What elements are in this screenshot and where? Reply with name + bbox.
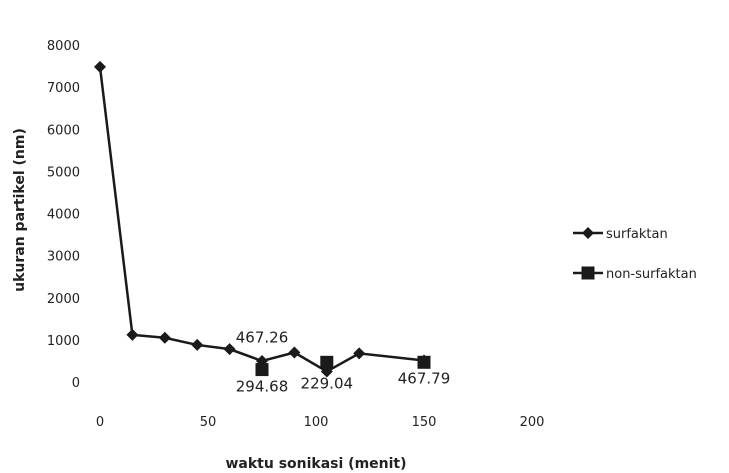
legend-label: non-surfaktan [606, 267, 697, 282]
y-axis-title: ukuran partikel (nm) [12, 128, 28, 292]
y-tick-label: 8000 [47, 39, 80, 54]
data-label: 467.26 [236, 328, 289, 346]
series-non-surfaktan [255, 355, 431, 377]
y-tick-label: 5000 [47, 165, 80, 180]
y-tick-label: 3000 [47, 250, 80, 265]
data-label: 229.04 [301, 374, 354, 392]
x-tick-label: 200 [520, 415, 545, 430]
y-tick-label: 4000 [47, 208, 80, 223]
y-tick-label: 1000 [47, 334, 80, 349]
data-labels: 467.26 294.68 229.04 467.79 [236, 328, 451, 395]
data-label: 294.68 [236, 378, 289, 396]
legend-item-surfaktan: surfaktan [573, 227, 668, 242]
legend-item-non-surfaktan: non-surfaktan [573, 266, 697, 282]
x-tick-label: 150 [412, 415, 437, 430]
data-point-surfaktan [158, 331, 171, 344]
x-axis-title: waktu sonikasi (menit) [225, 456, 406, 472]
legend: surfaktan non-surfaktan [573, 227, 697, 282]
y-tick-label: 2000 [47, 292, 80, 307]
plot-area [94, 60, 431, 378]
x-tick-label: 0 [96, 415, 104, 430]
series-line-surfaktan [98, 66, 425, 373]
data-point-non-surfaktan [320, 355, 334, 369]
data-point-surfaktan [191, 338, 204, 351]
y-tick-label: 0 [72, 376, 80, 391]
legend-label: surfaktan [606, 227, 668, 242]
y-tick-labels: 0 1000 2000 3000 4000 5000 6000 7000 8000 [47, 39, 80, 391]
legend-marker-non-surfaktan [581, 266, 595, 280]
y-tick-label: 6000 [47, 123, 80, 138]
data-label: 467.79 [398, 369, 451, 387]
data-point-non-surfaktan [255, 363, 269, 377]
data-point-non-surfaktan [417, 355, 431, 369]
legend-marker-surfaktan [582, 227, 594, 239]
x-tick-label: 50 [200, 415, 217, 430]
x-tick-label: 100 [304, 415, 329, 430]
y-tick-label: 7000 [47, 81, 80, 96]
data-point-surfaktan [126, 328, 139, 341]
data-point-surfaktan [223, 343, 236, 356]
data-point-surfaktan [353, 347, 366, 360]
x-tick-labels: 0 50 100 150 200 [96, 415, 545, 430]
data-point-surfaktan [94, 60, 106, 73]
data-point-surfaktan [288, 346, 301, 359]
